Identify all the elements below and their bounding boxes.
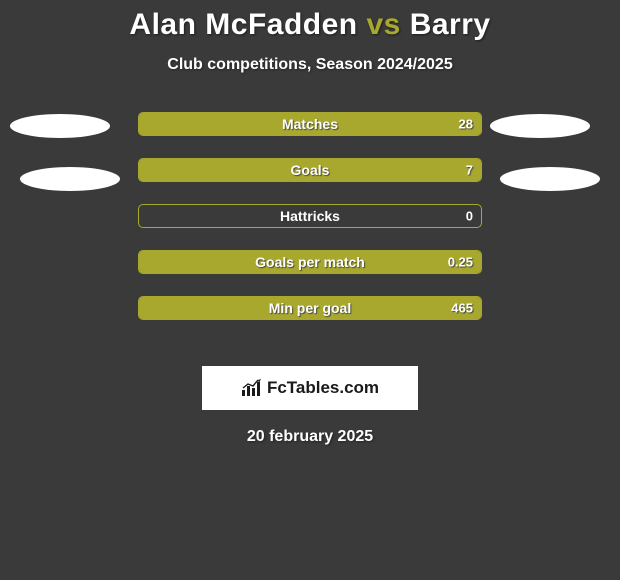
stat-value-right: 0.25 — [448, 255, 473, 270]
title-player2: Barry — [410, 8, 491, 41]
comparison-stage: Matches 28 Goals 7 Hattricks 0 Goals per match… — [0, 112, 620, 362]
stat-value-right: 28 — [459, 117, 473, 132]
subtitle: Club competitions, Season 2024/2025 — [0, 56, 620, 74]
player-oval-left-0 — [10, 114, 110, 138]
stat-row: Min per goal 465 — [138, 296, 482, 320]
player-oval-right-2 — [490, 114, 590, 138]
stat-value-right: 0 — [466, 209, 473, 224]
title-vs: vs — [366, 8, 400, 41]
player-oval-right-3 — [500, 167, 600, 191]
stat-value-right: 7 — [466, 163, 473, 178]
stat-row: Goals 7 — [138, 158, 482, 182]
fctables-logo: FcTables.com — [241, 378, 379, 398]
stat-label: Goals — [291, 162, 330, 178]
stat-label: Min per goal — [269, 300, 351, 316]
stat-label: Matches — [282, 116, 338, 132]
logo-box: FcTables.com — [202, 366, 418, 410]
stat-label: Hattricks — [280, 208, 340, 224]
page-title: Alan McFadden vs Barry — [0, 8, 620, 42]
stat-row: Goals per match 0.25 — [138, 250, 482, 274]
date-text: 20 february 2025 — [0, 428, 620, 446]
stat-label: Goals per match — [255, 254, 365, 270]
stat-row: Hattricks 0 — [138, 204, 482, 228]
title-player1: Alan McFadden — [129, 8, 357, 41]
bar-chart-icon — [241, 379, 263, 397]
root: Alan McFadden vs Barry Club competitions… — [0, 0, 620, 446]
stat-row: Matches 28 — [138, 112, 482, 136]
logo-text: FcTables.com — [267, 378, 379, 398]
stat-value-right: 465 — [451, 301, 473, 316]
player-oval-left-1 — [20, 167, 120, 191]
bars-container: Matches 28 Goals 7 Hattricks 0 Goals per match… — [138, 112, 482, 342]
